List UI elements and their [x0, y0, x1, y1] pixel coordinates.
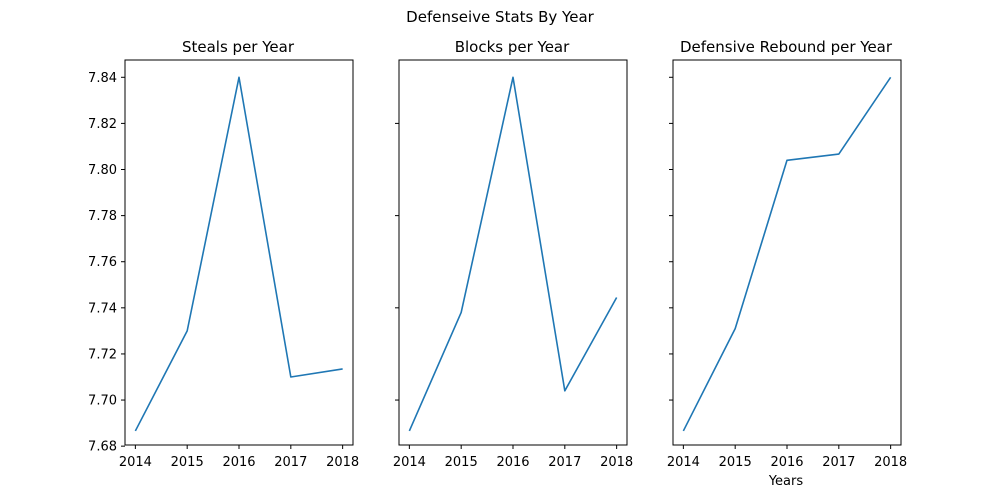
y-tick-label-steals-7: 7.82 [88, 117, 117, 132]
x-tick-label-steals-2015: 2015 [171, 455, 204, 470]
y-tick-label-steals-2: 7.72 [88, 347, 117, 362]
x-tick-label-rebounds-2018: 2018 [874, 455, 907, 470]
x-tick-label-rebounds-2015: 2015 [719, 455, 752, 470]
panel-title-blocks: Blocks per Year [455, 38, 570, 56]
x-tick-label-steals-2014: 2014 [119, 455, 152, 470]
panel-blocks: Blocks per Year 2014 2015 2016 2017 2018 [393, 38, 633, 470]
plot-area-blocks: 2014 2015 2016 2017 2018 [393, 59, 633, 470]
x-tick-label-blocks-2015: 2015 [445, 455, 478, 470]
x-axis-label-rebounds: Years [768, 474, 804, 489]
plot-area-rebounds: 2014 2015 2016 2017 2018 [667, 59, 907, 470]
panel-rebounds: Defensive Rebound per Year 2014 2015 2016 2… [667, 38, 907, 489]
y-tick-label-steals-5: 7.78 [88, 209, 117, 224]
axes-frame-rebounds [672, 59, 902, 446]
x-tick-label-rebounds-2014: 2014 [667, 455, 700, 470]
x-tick-label-steals-2017: 2017 [274, 455, 307, 470]
x-tick-label-blocks-2016: 2016 [496, 455, 529, 470]
series-line-rebounds [682, 76, 892, 432]
y-tick-label-steals-4: 7.76 [88, 255, 117, 270]
panel-steals: Steals per Year 2014 2015 2016 2017 2018 7.68… [88, 38, 359, 470]
figure-title: Defenseive Stats By Year [406, 8, 594, 26]
x-tick-label-rebounds-2016: 2016 [770, 455, 803, 470]
x-tick-label-blocks-2014: 2014 [393, 455, 426, 470]
y-tick-label-steals-0: 7.68 [88, 440, 117, 455]
y-tick-label-steals-1: 7.70 [88, 394, 117, 409]
y-tick-label-steals-6: 7.80 [88, 163, 117, 178]
plot-area-steals: 2014 2015 2016 2017 2018 7.68 7.70 7.72 7.74 7.76… [88, 59, 359, 470]
series-line-blocks [408, 76, 618, 432]
x-tick-label-blocks-2018: 2018 [600, 455, 633, 470]
panel-title-steals: Steals per Year [182, 38, 295, 56]
panel-title-rebounds: Defensive Rebound per Year [680, 38, 893, 56]
series-line-steals [134, 76, 343, 432]
x-tick-label-blocks-2017: 2017 [548, 455, 581, 470]
y-tick-label-steals-8: 7.84 [88, 71, 117, 86]
y-tick-label-steals-3: 7.74 [88, 301, 117, 316]
x-tick-label-rebounds-2017: 2017 [822, 455, 855, 470]
axes-frame-blocks [398, 59, 628, 446]
x-tick-label-steals-2016: 2016 [222, 455, 255, 470]
x-tick-label-steals-2018: 2018 [326, 455, 359, 470]
axes-frame-steals [124, 59, 354, 446]
